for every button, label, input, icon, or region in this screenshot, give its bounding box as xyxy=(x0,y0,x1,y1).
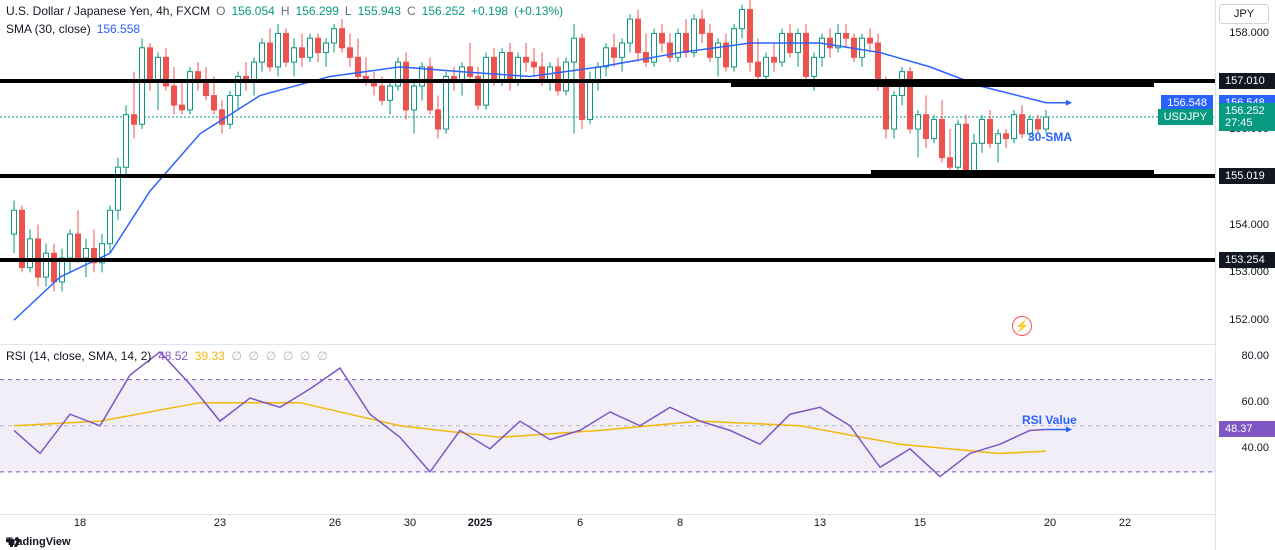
price-axis[interactable]: 158.000157.000156.000155.000154.000153.0… xyxy=(1215,0,1275,550)
time-axis[interactable]: 18 23 26 30 2025 6 8 13 15 20 22 xyxy=(0,514,1215,532)
time-tick: 13 xyxy=(814,517,826,529)
level-tag: 157.010 xyxy=(1219,73,1275,89)
rsi-header: RSI (14, close, SMA, 14, 2) 48.52 39.33 … xyxy=(6,349,328,363)
sma-header: SMA (30, close) 156.558 xyxy=(6,22,140,36)
symbol-title[interactable]: U.S. Dollar / Japanese Yen, 4h, FXCM xyxy=(6,4,210,18)
rsi-pane[interactable]: RSI (14, close, SMA, 14, 2) 48.52 39.33 … xyxy=(0,344,1215,494)
price-tick: 152.000 xyxy=(1229,314,1269,326)
scale-currency-button[interactable]: JPY xyxy=(1219,4,1269,24)
level-tag: 153.254 xyxy=(1219,252,1275,268)
support-level-3[interactable] xyxy=(0,258,1215,262)
current-price-tag: 156.25227:45 xyxy=(1219,103,1275,131)
time-tick: 20 xyxy=(1044,517,1056,529)
sma-annotation: 30-SMA xyxy=(1028,130,1072,144)
rsi-value-tag: 48.37 xyxy=(1219,421,1275,437)
time-tick: 15 xyxy=(914,517,926,529)
zone-2[interactable] xyxy=(871,170,1154,174)
pair-tag: USDJPY xyxy=(1158,109,1213,125)
level-tag: 155.019 xyxy=(1219,168,1275,184)
time-tick: 22 xyxy=(1119,517,1131,529)
price-pane[interactable]: 30-SMA ⚡ xyxy=(0,0,1215,344)
time-tick: 26 xyxy=(329,517,341,529)
fxempire-logo-icon: ⚡ xyxy=(1012,316,1032,336)
zone-1[interactable] xyxy=(731,83,1154,87)
tradingview-watermark: TradingView xyxy=(6,536,71,548)
support-level-2[interactable] xyxy=(0,174,1215,178)
rsi-tick: 60.00 xyxy=(1241,396,1269,408)
time-tick: 6 xyxy=(577,517,583,529)
chart-header: U.S. Dollar / Japanese Yen, 4h, FXCM O15… xyxy=(6,4,563,18)
time-tick: 23 xyxy=(214,517,226,529)
time-tick: 2025 xyxy=(468,517,492,529)
rsi-tick: 80.00 xyxy=(1241,350,1269,362)
time-tick: 8 xyxy=(677,517,683,529)
time-tick: 18 xyxy=(74,517,86,529)
price-tick: 158.000 xyxy=(1229,27,1269,39)
rsi-tick: 40.00 xyxy=(1241,442,1269,454)
rsi-annotation: RSI Value xyxy=(1022,413,1077,427)
price-tick: 154.000 xyxy=(1229,219,1269,231)
time-tick: 30 xyxy=(404,517,416,529)
